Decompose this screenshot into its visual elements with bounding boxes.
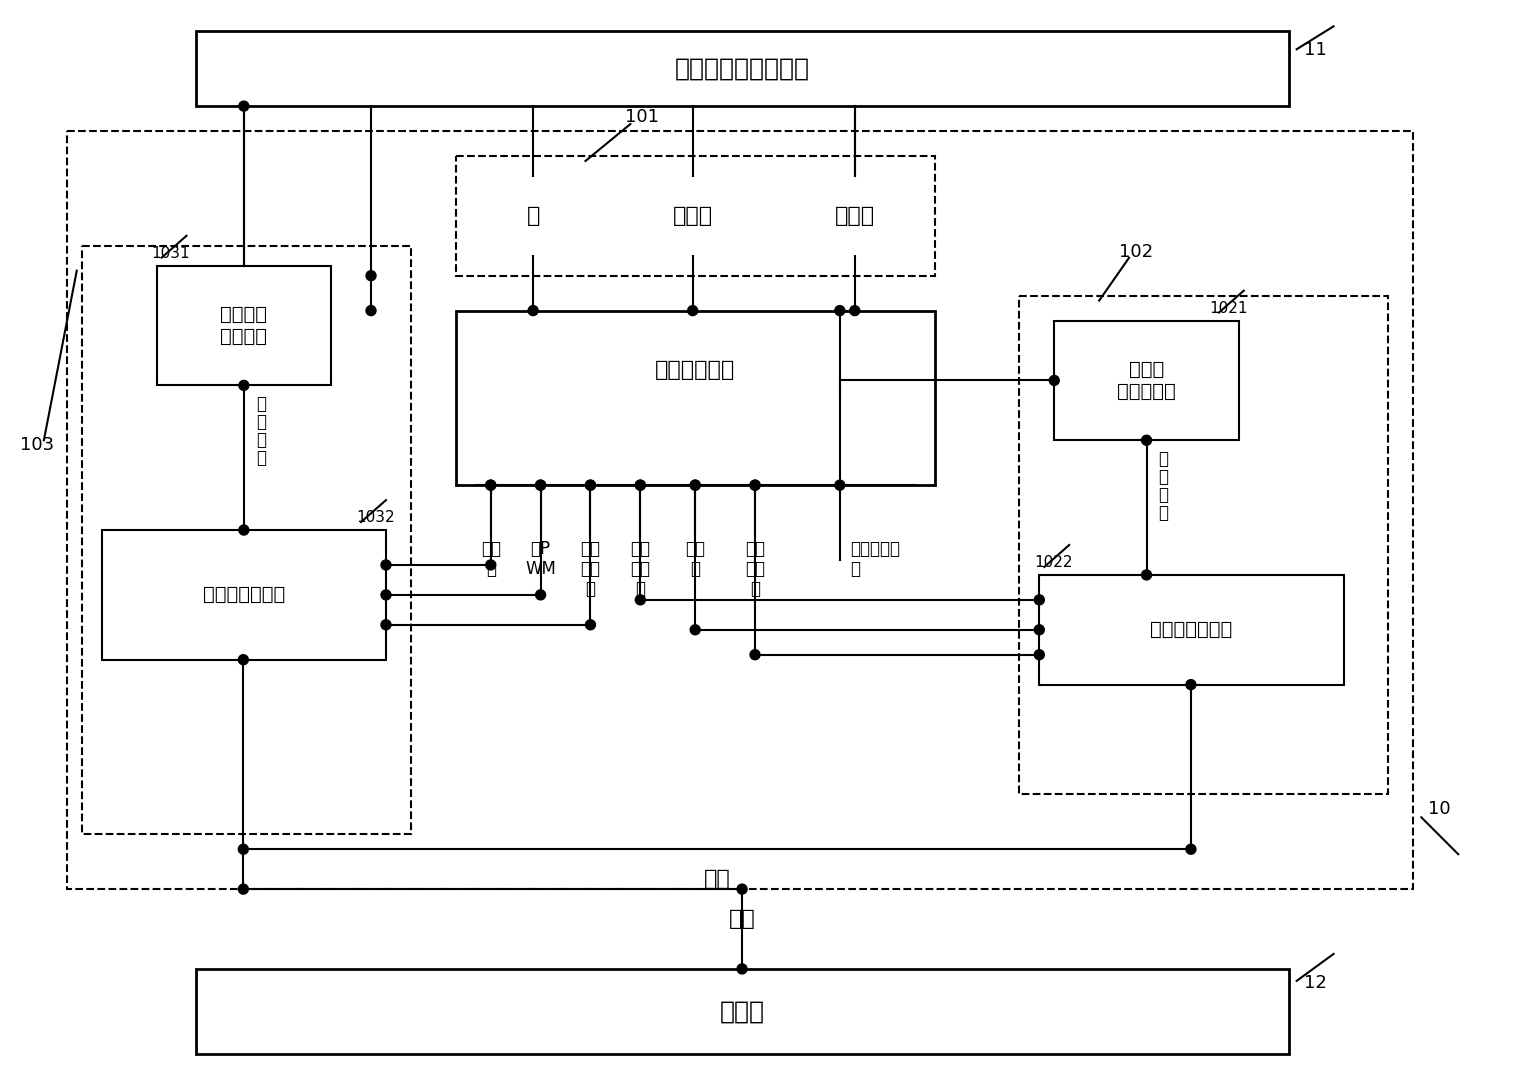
- Circle shape: [585, 620, 596, 629]
- Bar: [196, 32, 1289, 107]
- Bar: [456, 157, 935, 276]
- Circle shape: [238, 845, 249, 854]
- Bar: [157, 265, 332, 386]
- Circle shape: [1187, 845, 1196, 854]
- Circle shape: [635, 480, 645, 490]
- Circle shape: [1142, 435, 1151, 446]
- Bar: [456, 311, 935, 485]
- Text: 袖
带
压
力: 袖 带 压 力: [1159, 450, 1168, 522]
- Bar: [196, 969, 1289, 1053]
- Circle shape: [691, 625, 700, 635]
- Circle shape: [1187, 679, 1196, 689]
- Circle shape: [485, 480, 496, 490]
- Circle shape: [238, 654, 249, 664]
- Circle shape: [381, 620, 391, 629]
- Text: 泵控
制: 泵控 制: [685, 540, 705, 578]
- Text: 泵: 泵: [527, 205, 540, 226]
- Text: 10: 10: [1428, 800, 1451, 819]
- Circle shape: [737, 964, 748, 974]
- Circle shape: [381, 560, 391, 570]
- Bar: [1019, 296, 1389, 795]
- Circle shape: [850, 305, 860, 315]
- Circle shape: [688, 305, 698, 315]
- Circle shape: [585, 480, 596, 490]
- Bar: [1039, 575, 1343, 685]
- Bar: [800, 176, 910, 255]
- Text: 从压力
传感器电路: 从压力 传感器电路: [1117, 360, 1176, 401]
- Text: 袖
带
压
力: 袖 带 压 力: [256, 396, 266, 467]
- Bar: [101, 530, 385, 660]
- Circle shape: [536, 480, 545, 490]
- Text: 12: 12: [1303, 974, 1326, 992]
- Text: 泵控
制: 泵控 制: [480, 540, 500, 578]
- Circle shape: [1142, 570, 1151, 579]
- Circle shape: [365, 305, 376, 315]
- Text: 主微处理器电路: 主微处理器电路: [203, 586, 286, 604]
- Circle shape: [1050, 375, 1059, 386]
- Circle shape: [585, 480, 596, 490]
- Circle shape: [238, 884, 249, 895]
- Circle shape: [751, 650, 760, 660]
- Text: 安全阀: 安全阀: [835, 205, 875, 226]
- Circle shape: [381, 590, 391, 600]
- Circle shape: [528, 305, 539, 315]
- Circle shape: [751, 480, 760, 490]
- Text: 1031: 1031: [152, 246, 190, 261]
- Bar: [68, 132, 1414, 889]
- Text: 102: 102: [1119, 242, 1153, 261]
- Bar: [81, 246, 411, 834]
- Circle shape: [1035, 595, 1044, 604]
- Text: 1021: 1021: [1210, 301, 1248, 315]
- Circle shape: [1035, 650, 1044, 660]
- Circle shape: [365, 271, 376, 280]
- Bar: [480, 176, 585, 255]
- Text: 通讯: 通讯: [729, 909, 755, 929]
- Circle shape: [485, 480, 496, 490]
- Text: 无创血压气路及袖带: 无创血压气路及袖带: [675, 57, 810, 80]
- Text: 泵P
WM: 泵P WM: [525, 540, 556, 578]
- Bar: [635, 176, 751, 255]
- Circle shape: [737, 884, 748, 895]
- Circle shape: [835, 480, 844, 490]
- Text: 1032: 1032: [356, 510, 394, 525]
- Circle shape: [691, 480, 700, 490]
- Text: 1022: 1022: [1035, 555, 1073, 570]
- Circle shape: [751, 480, 760, 490]
- Text: 11: 11: [1303, 41, 1326, 60]
- Text: 测量阀: 测量阀: [672, 205, 712, 226]
- Text: 安全
阀控
制: 安全 阀控 制: [744, 540, 764, 598]
- Circle shape: [536, 480, 545, 490]
- Text: 101: 101: [625, 108, 660, 126]
- Text: 通讯: 通讯: [703, 870, 731, 889]
- Text: 泵阀控制电路: 泵阀控制电路: [655, 361, 735, 380]
- Circle shape: [635, 595, 645, 604]
- Text: 从微处理器电路: 从微处理器电路: [1150, 621, 1233, 639]
- Circle shape: [1035, 625, 1044, 635]
- Circle shape: [691, 480, 700, 490]
- Text: 103: 103: [20, 436, 54, 454]
- Circle shape: [239, 525, 249, 535]
- Circle shape: [635, 480, 645, 490]
- Text: 安全
阀控
制: 安全 阀控 制: [631, 540, 651, 598]
- Circle shape: [485, 560, 496, 570]
- Circle shape: [536, 590, 545, 600]
- Circle shape: [239, 380, 249, 390]
- Text: 测量
阀控
制: 测量 阀控 制: [580, 540, 600, 598]
- Circle shape: [835, 305, 844, 315]
- Text: 主压力传
感器电路: 主压力传 感器电路: [221, 305, 267, 346]
- Circle shape: [239, 101, 249, 111]
- Text: 泵阀电压监
测: 泵阀电压监 测: [850, 540, 900, 578]
- Bar: [1055, 321, 1239, 440]
- Text: 上位机: 上位机: [720, 999, 764, 1023]
